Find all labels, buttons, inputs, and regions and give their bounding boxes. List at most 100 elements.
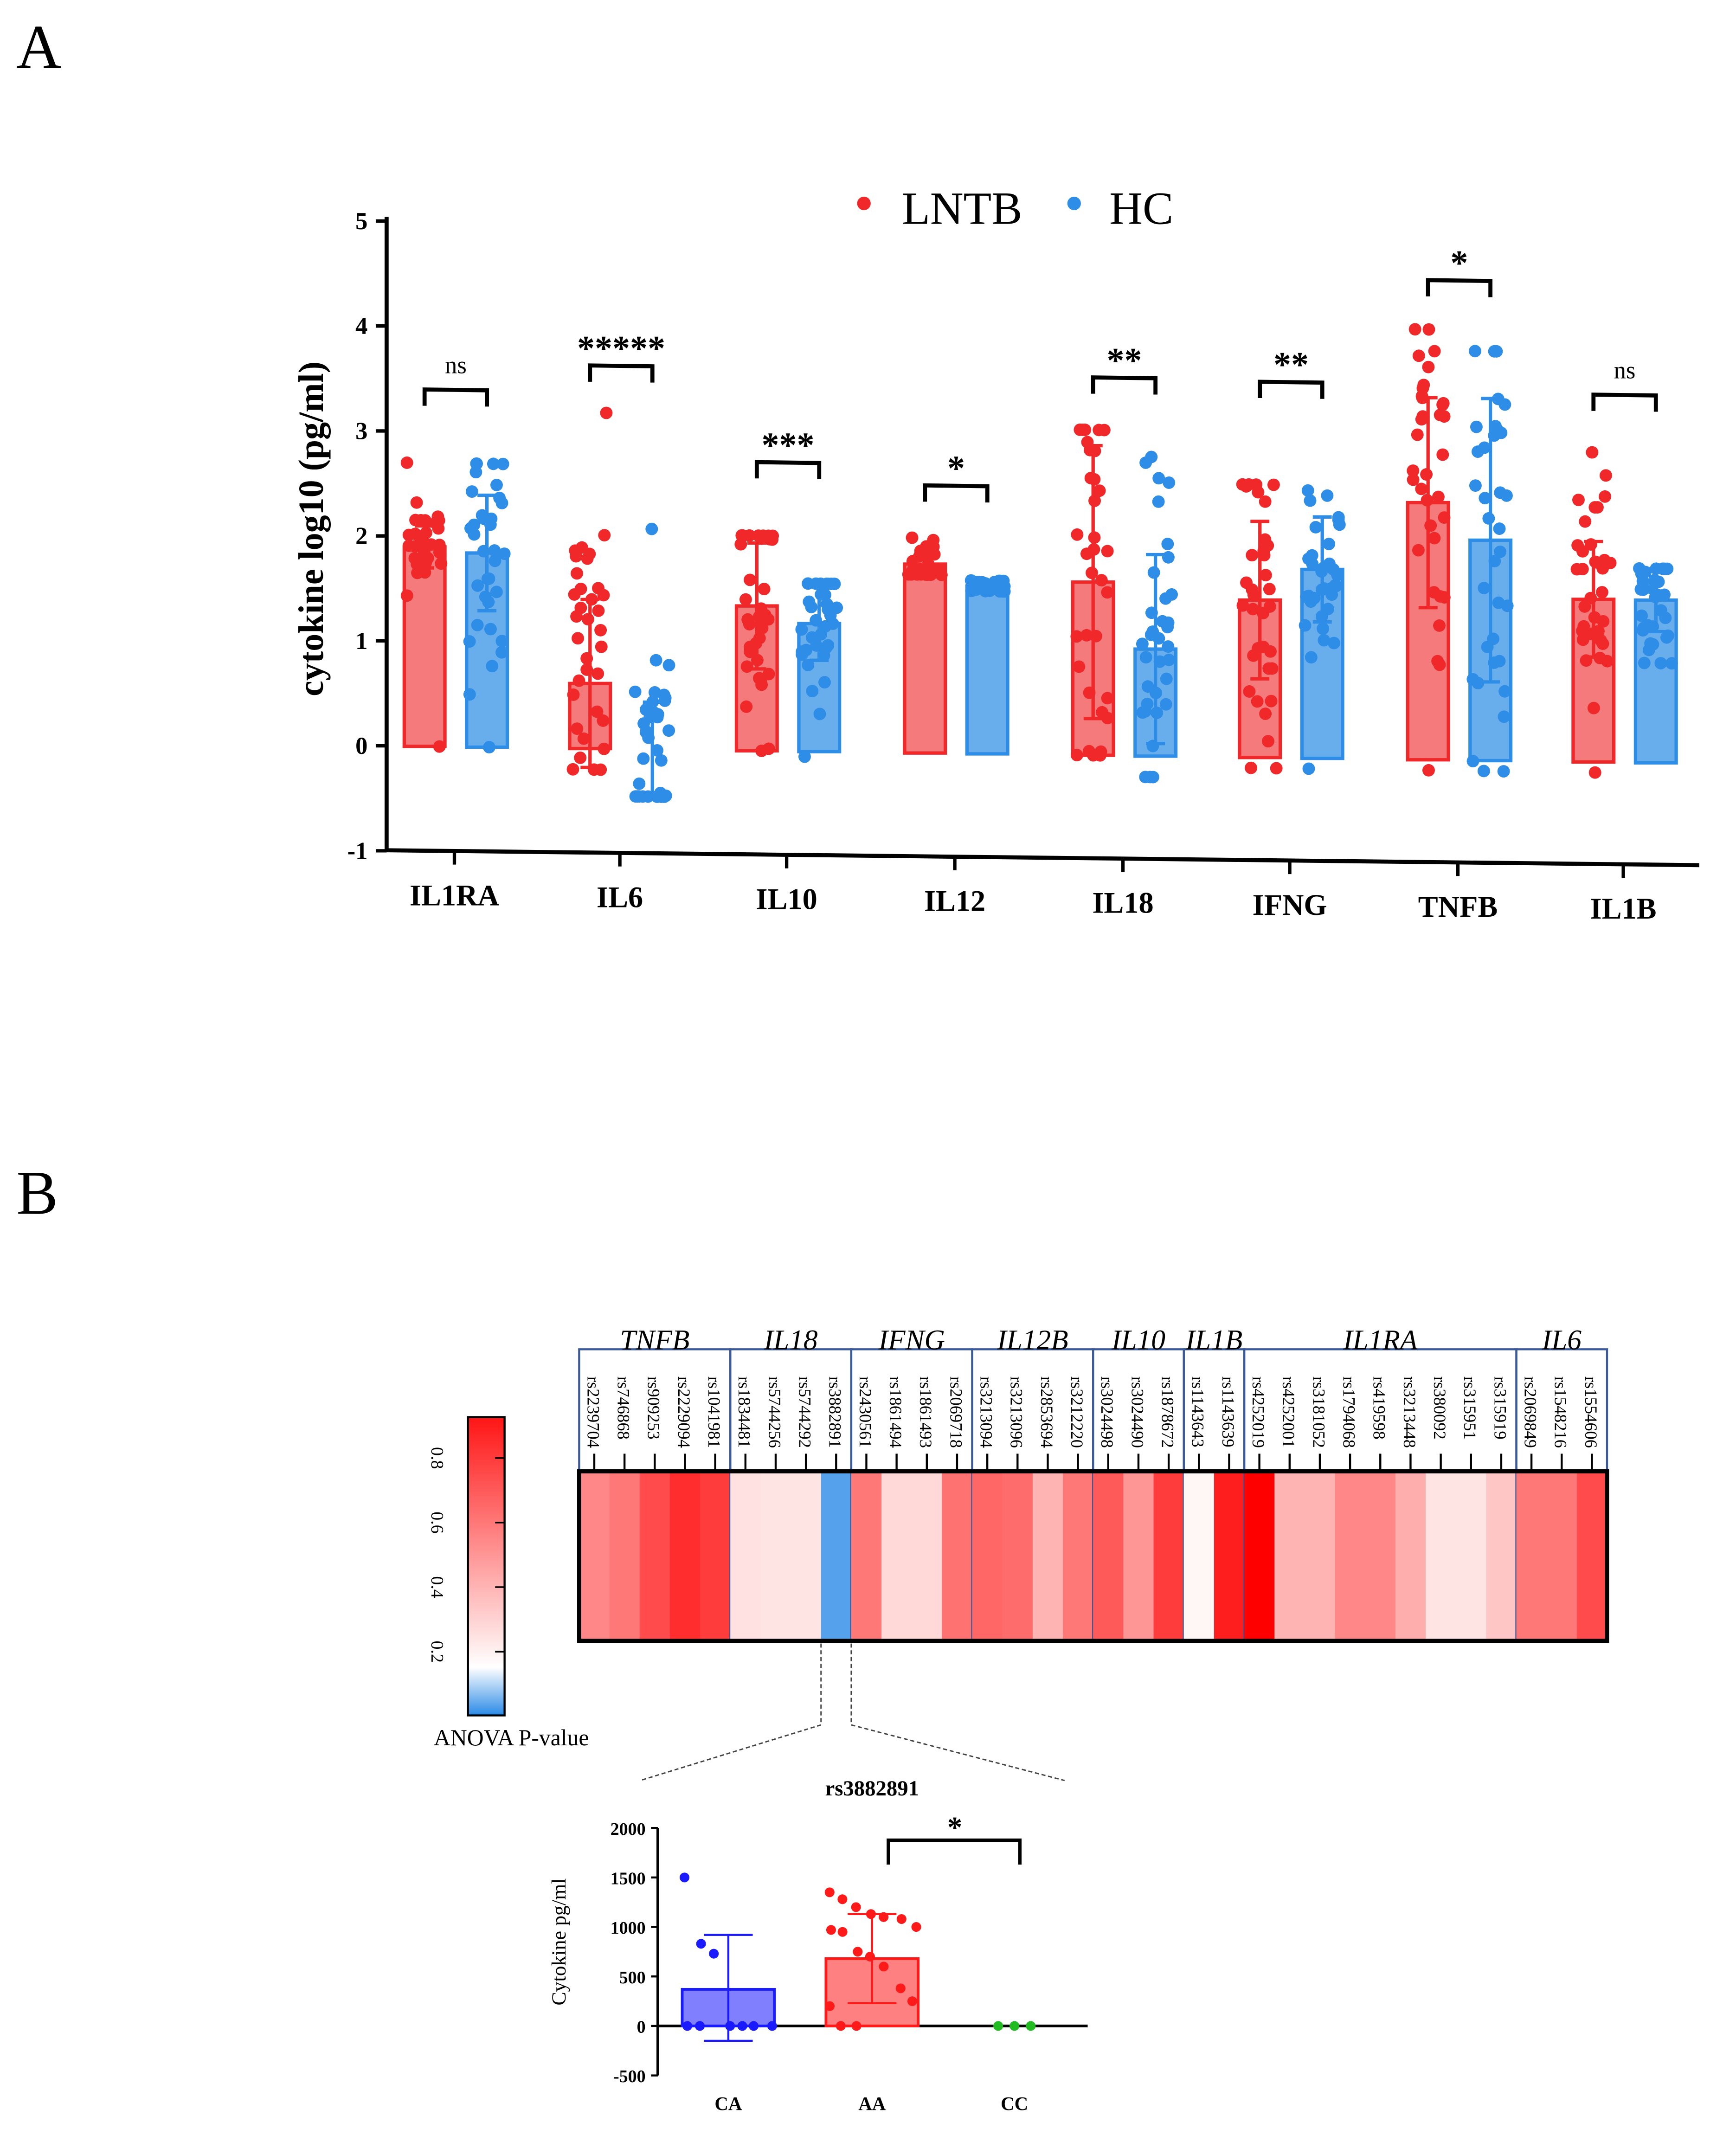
data-point-hc [662, 724, 675, 737]
inset-data-point [837, 1894, 848, 1904]
data-point-lntb [1083, 745, 1095, 758]
heatmap-cell [851, 1471, 882, 1641]
data-point-lntb [755, 602, 768, 615]
gene-label: IL10 [1111, 1324, 1165, 1356]
data-point-lntb [592, 667, 604, 680]
gene-label: TNFB [620, 1324, 689, 1356]
zoom-guide-left [640, 1643, 822, 1781]
heatmap-cell [669, 1471, 701, 1641]
data-point-lntb [1259, 495, 1272, 508]
snp-label: rs1878672 [1158, 1376, 1177, 1448]
heatmap-cell [1576, 1471, 1608, 1641]
y-tick-label: -1 [347, 837, 368, 864]
data-point-hc [805, 601, 818, 613]
data-point-lntb [1240, 576, 1253, 589]
data-point-lntb [1589, 555, 1602, 568]
y-tick-label: 3 [355, 418, 367, 444]
data-point-lntb [414, 514, 427, 527]
data-point-lntb [913, 550, 926, 563]
inset-data-point [879, 1912, 889, 1922]
x-tick-label: IL1B [1590, 892, 1657, 925]
legend-hc-label: HC [1109, 183, 1173, 234]
heatmap-cell [1395, 1471, 1427, 1641]
significance-label: * [947, 449, 965, 488]
data-point-lntb [575, 541, 588, 554]
bar-hc [965, 584, 1009, 756]
snp-label: rs1554606 [1582, 1376, 1601, 1448]
data-point-hc [633, 777, 646, 790]
data-point-lntb [1436, 398, 1449, 411]
data-point-hc [1152, 632, 1165, 645]
data-point-lntb [1601, 655, 1614, 668]
heatmap-cell [1063, 1471, 1094, 1641]
heatmap-cell [1456, 1471, 1487, 1641]
snp-label: rs2430561 [856, 1376, 875, 1448]
data-point-lntb [1270, 762, 1283, 775]
snp-label: rs419598 [1370, 1376, 1389, 1440]
data-point-hc [1162, 640, 1175, 653]
snp-label: rs3024490 [1128, 1376, 1147, 1448]
inset-data-point [709, 1949, 719, 1959]
data-point-hc [1309, 521, 1322, 534]
data-point-lntb [400, 456, 413, 469]
inset-y-tick-label: 1500 [611, 1869, 646, 1888]
data-point-hc [1635, 609, 1648, 622]
data-point-lntb [433, 740, 446, 753]
data-point-hc [490, 478, 503, 491]
x-axis-line [386, 848, 1699, 868]
data-point-lntb [740, 700, 753, 713]
data-point-hc [813, 707, 826, 720]
data-point-lntb [1438, 511, 1451, 524]
data-point-lntb [1251, 695, 1264, 708]
snp-label: rs1861494 [886, 1376, 905, 1448]
data-point-hc [1299, 619, 1312, 632]
data-point-lntb [580, 663, 593, 676]
data-point-hc [817, 649, 830, 662]
data-point-lntb [1080, 629, 1093, 642]
data-point-lntb [1588, 611, 1601, 624]
data-point-hc [1498, 398, 1511, 411]
data-point-hc [1146, 771, 1159, 784]
data-point-hc [1654, 657, 1667, 669]
data-point-lntb [1412, 544, 1425, 557]
data-point-hc [1638, 656, 1651, 669]
data-point-lntb [906, 531, 919, 544]
data-point-hc [1153, 655, 1166, 668]
colorbar-tick-label: 0.6 [427, 1511, 447, 1533]
data-point-hc [1488, 555, 1501, 567]
data-point-hc [1145, 606, 1158, 619]
data-point-hc [969, 575, 982, 588]
data-point-lntb [1416, 410, 1429, 423]
inset-data-point [695, 2021, 705, 2031]
colorbar-label: ANOVA P-value [434, 1725, 589, 1750]
data-point-lntb [1266, 662, 1279, 675]
data-point-hc [1150, 687, 1162, 700]
gene-label: IFNG [878, 1324, 945, 1356]
data-point-hc [662, 659, 675, 672]
data-point-lntb [1422, 764, 1435, 777]
data-point-lntb [574, 751, 587, 764]
data-point-lntb [758, 583, 771, 596]
heatmap-cell [942, 1471, 973, 1641]
data-point-hc [496, 457, 509, 470]
heatmap-cell [912, 1471, 943, 1641]
data-point-lntb [1428, 532, 1441, 545]
data-point-hc [1165, 588, 1178, 601]
data-point-lntb [1243, 685, 1256, 698]
data-point-hc [1304, 494, 1317, 507]
x-tick-label: IL10 [756, 882, 817, 915]
data-point-lntb [1433, 619, 1446, 632]
data-point-lntb [744, 573, 757, 586]
data-point-lntb [762, 613, 775, 626]
data-point-lntb [1093, 484, 1106, 497]
data-point-hc [483, 741, 495, 754]
data-point-lntb [1090, 630, 1102, 643]
data-point-hc [1162, 616, 1175, 629]
data-point-hc [490, 585, 503, 598]
data-point-hc [486, 660, 499, 673]
data-point-lntb [1438, 591, 1451, 604]
x-tick-label: IL18 [1092, 887, 1153, 920]
data-point-lntb [1407, 473, 1420, 486]
legend-hc-marker [1067, 196, 1081, 211]
data-point-hc [1478, 582, 1491, 594]
